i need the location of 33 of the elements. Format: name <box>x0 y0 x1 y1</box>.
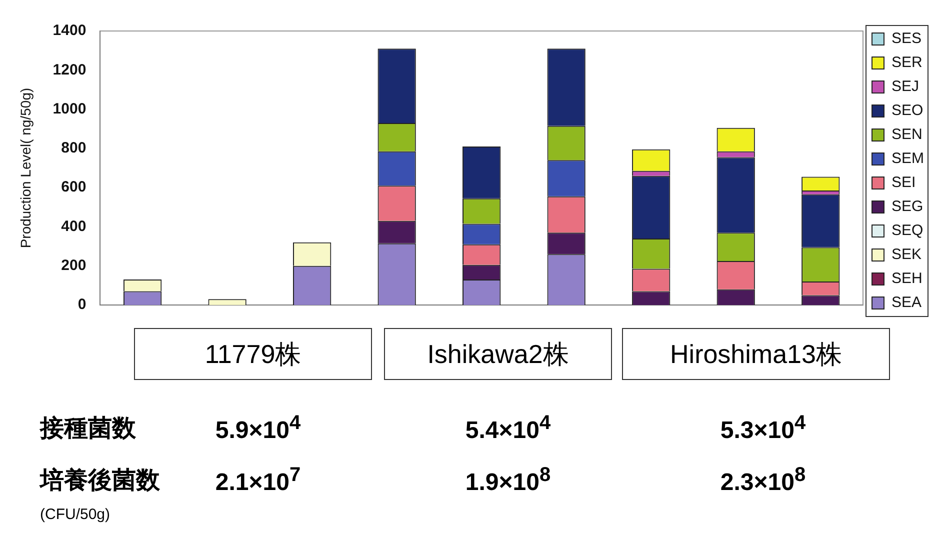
legend-label: SES <box>891 30 922 48</box>
legend-label: SEG <box>891 198 924 216</box>
text: 5.9×10$^{4}$ <box>214 412 302 445</box>
legend-label: SEA <box>891 294 922 312</box>
legend-label: SEJ <box>891 78 920 96</box>
text: 1.9×10$^{8}$ <box>464 464 552 497</box>
y-tick-label: 1000 <box>52 100 86 118</box>
y-tick-label: 0 <box>78 296 86 314</box>
text: 11779株 <box>134 328 372 380</box>
y-tick-label: 400 <box>61 218 86 235</box>
text: 培養後菌数 <box>40 466 161 496</box>
text: (CFU/50g) <box>40 506 110 523</box>
text: Ishikawa2株 <box>384 328 612 380</box>
legend-label: SEI <box>891 174 916 192</box>
legend-label: SER <box>891 54 923 72</box>
legend-label: SEQ <box>891 222 924 240</box>
y-tick-label: 800 <box>61 140 86 157</box>
text: 5.3×10$^{4}$ <box>719 412 807 445</box>
y-axis-title: Production Level( ng/50g) <box>17 88 34 248</box>
y-tick-label: 1200 <box>52 61 86 78</box>
y-tick-label: 1400 <box>52 22 86 40</box>
y-tick-label: 600 <box>61 178 86 196</box>
y-tick-label: 200 <box>61 257 86 274</box>
legend-label: SEN <box>891 126 922 144</box>
legend-label: SEH <box>891 270 922 288</box>
legend-label: SEM <box>891 150 924 168</box>
text: Hiroshima13株 <box>622 328 890 380</box>
text: 2.1×10$^{7}$ <box>214 464 302 497</box>
legend-label: SEO <box>891 102 924 120</box>
text: 2.3×10$^{8}$ <box>719 464 807 497</box>
text: 5.4×10$^{4}$ <box>464 412 552 445</box>
text: 接種菌数 <box>40 414 137 444</box>
legend-label: SEK <box>891 246 922 264</box>
